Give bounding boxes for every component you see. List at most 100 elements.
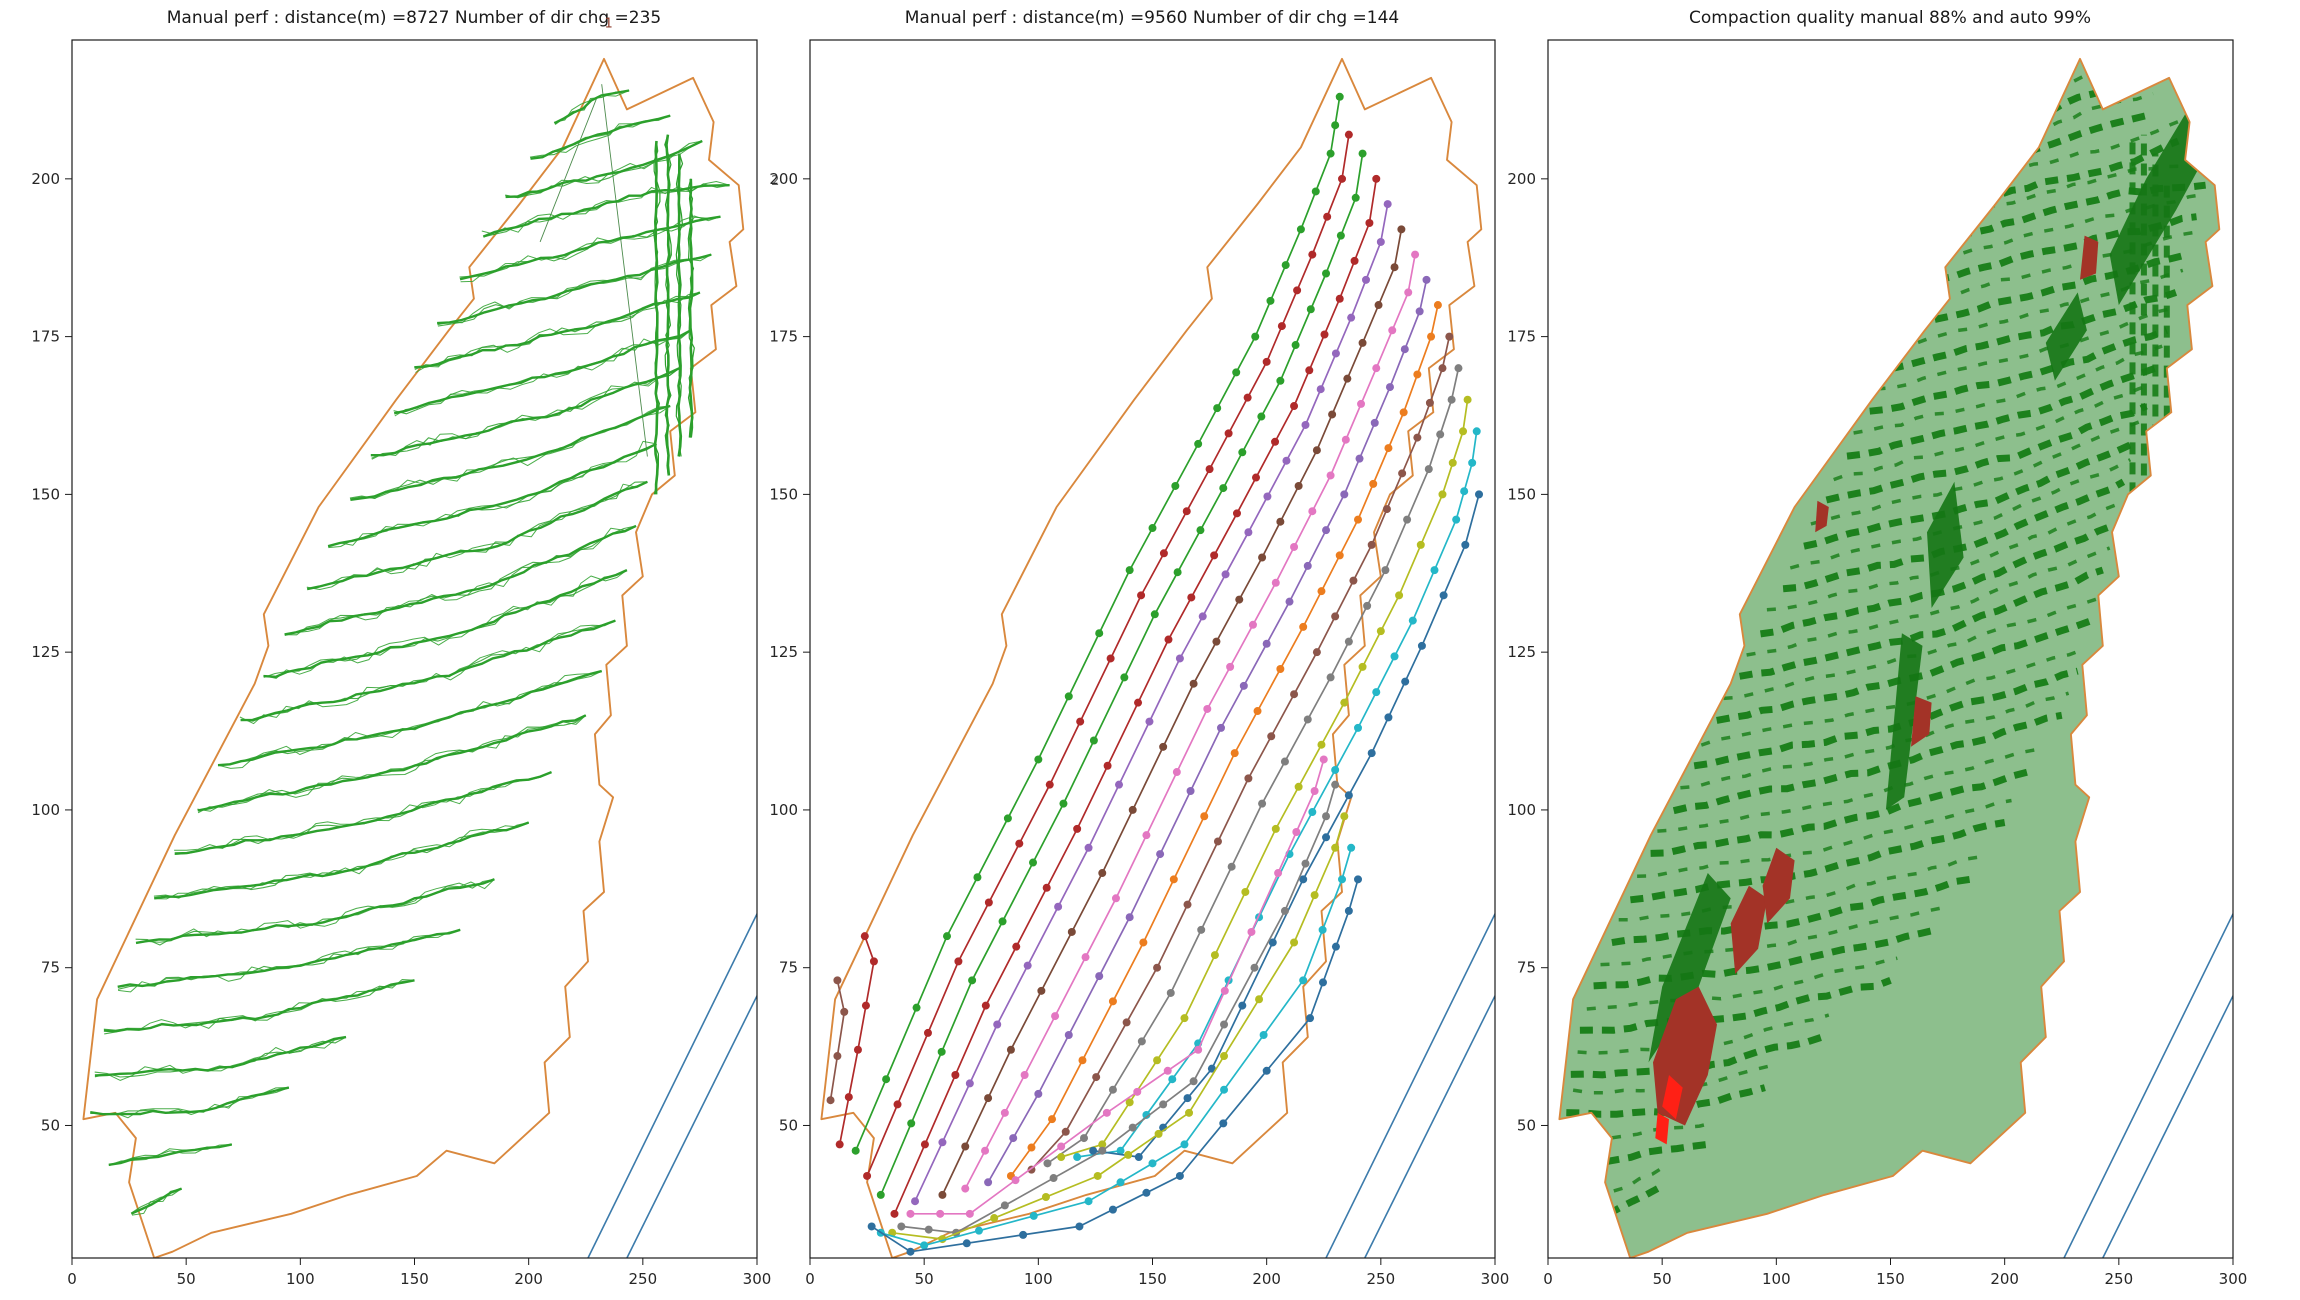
y-tick-label: 200 [1507,170,1536,188]
swath-marker [1250,963,1259,972]
swath-marker [1125,566,1134,575]
swath-marker [1171,481,1180,490]
swath-marker [1166,988,1175,997]
swath-marker [1120,673,1129,682]
swath-marker [1310,891,1319,900]
swath-marker [1213,404,1222,413]
swath-marker [1403,515,1412,524]
swath-marker [1227,862,1236,871]
swath-markers [1089,490,1484,1162]
coverage-stripe [1981,137,2180,201]
coverage-stripe-thin [1810,420,2141,526]
swath-marker [1159,742,1168,751]
axes-frame [809,39,1496,1259]
swath-marker [954,957,963,966]
swath-marker [1317,740,1326,749]
road-line [587,912,757,1258]
swath-marker [863,1171,872,1180]
swath-markers [938,225,1406,1199]
swath-marker [1187,593,1196,602]
swath-marker [1142,831,1151,840]
x-tick-label: 50 [177,1270,196,1288]
swath-marker [844,1093,853,1102]
coverage-stripe [2027,87,2107,125]
swath-marker [1219,484,1228,493]
gps-track-row [130,1188,182,1214]
missed-compaction-patch [1815,500,1829,533]
swath-marker [893,1100,902,1109]
swath-marker [1301,420,1310,429]
swath-line [964,254,1416,1189]
gps-track-row [284,524,637,636]
swath-marker [1080,1134,1088,1143]
swath-marker [1328,410,1337,419]
swath-marker [962,1239,971,1248]
swath-marker [1372,688,1381,697]
swath-marker [1081,953,1090,962]
swath-marker [1301,859,1310,868]
overlap-patch [1885,633,1923,810]
swath-marker [1408,616,1417,625]
swath-marker [1183,1094,1192,1103]
gps-track-row [174,770,552,855]
x-tick-label: 0 [1543,1270,1553,1288]
x-tick-label: 250 [2105,1270,2134,1288]
swath-marker [1331,765,1340,774]
swath-marker [1244,528,1253,537]
swath-marker [1322,833,1331,842]
missed-core-patch [1655,1112,1669,1145]
y-tick-label: 100 [769,801,798,819]
swath-marker [1169,875,1178,884]
swath-marker [1243,393,1252,402]
swath-marker [1312,648,1321,657]
gps-track-row [90,1087,290,1119]
swath-marker [1438,364,1447,373]
swath-markers [863,130,1353,1180]
swath-marker [1257,412,1266,421]
swath-marker [1000,1201,1009,1210]
swath-marker [1400,345,1409,354]
swath-marker [1354,875,1362,884]
swath-marker [938,1138,947,1147]
swath-marker [1262,639,1271,648]
coverage-stripe-thin [1657,748,2035,833]
swath-marker [1390,652,1399,661]
swath-line [838,935,875,1145]
road-line [1325,912,1495,1258]
y-tick-label: 75 [1517,959,1536,977]
coverage-stripe [1759,522,2114,638]
gps-track-row [263,569,628,678]
swath-marker [1194,439,1203,448]
swath-marker [1280,757,1289,766]
gps-track-vertical [688,178,694,438]
gps-track-row [217,670,602,766]
swath-marker [984,1178,993,1187]
swath-marker [1067,927,1076,936]
swath-marker [1230,749,1239,758]
swath-marker [1290,402,1299,411]
swath-marker [1000,1108,1009,1117]
subplot-3-title: Compaction quality manual 88% and auto 9… [1688,8,2092,28]
swath-marker [1323,212,1332,221]
swath-marker [1224,429,1233,438]
y-tick-label: 150 [1507,485,1536,503]
swath-line [880,153,1364,1196]
swath-marker [1239,681,1248,690]
swath-marker [1340,698,1349,707]
swath-marker [1399,408,1408,417]
gps-track-row [135,878,495,944]
y-tick-label: 100 [1507,801,1536,819]
swath-marker [1358,662,1367,671]
swath-marker [1398,469,1407,478]
coverage-stripe [1825,402,2148,504]
swath-marker [1354,515,1362,524]
road-lines [587,912,757,1258]
x-tick-label: 250 [1367,1270,1396,1288]
coverage-stripe-thin [1680,691,2070,790]
swath-marker [1335,92,1344,101]
coverage-stripe [1579,977,1892,1034]
swath-markers [1057,395,1472,1162]
coverage-stripe-thin [1613,1165,1666,1193]
gps-track-row [108,1143,232,1167]
swath-marker [981,1146,990,1155]
